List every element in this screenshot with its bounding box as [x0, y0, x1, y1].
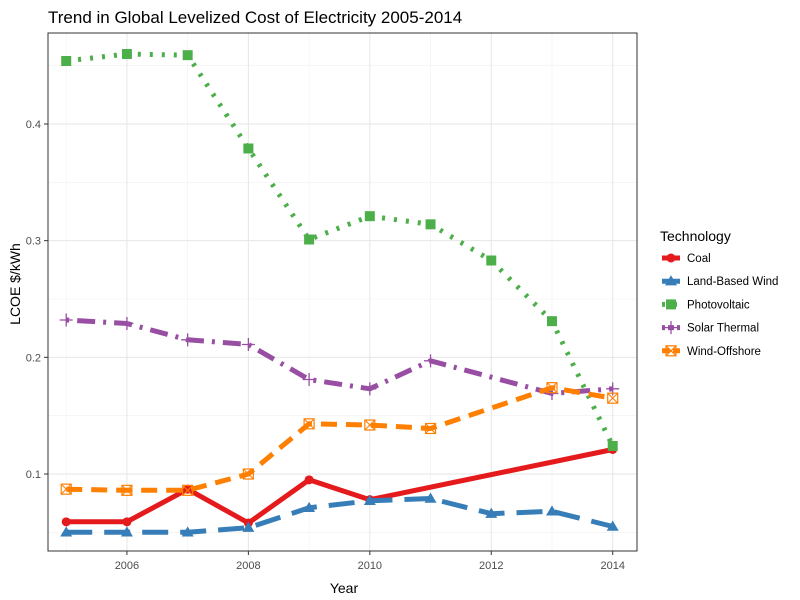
y-axis: 0.1 0.2 0.3 0.4 — [26, 119, 48, 481]
data-point — [183, 484, 193, 494]
data-point — [61, 56, 72, 66]
data-point — [182, 484, 194, 496]
legend-key-marker — [665, 275, 677, 286]
data-point — [60, 483, 72, 495]
series-line — [66, 496, 614, 535]
x-tick-label: 2012 — [479, 560, 503, 572]
data-point — [364, 211, 375, 222]
grid-major — [48, 33, 637, 551]
legend-item: Solar Thermal — [662, 321, 759, 335]
plot-border — [47, 32, 638, 552]
x-axis-title: Year — [330, 580, 359, 596]
data-point — [304, 475, 314, 485]
data-point — [364, 419, 376, 431]
legend-title: Technology — [660, 228, 731, 244]
legend-label: Photovoltaic — [687, 299, 750, 311]
plot-panel — [48, 33, 637, 551]
data-point — [424, 422, 437, 435]
data-point — [424, 492, 437, 503]
data-point — [606, 520, 619, 531]
series-wind-offshore — [60, 382, 619, 496]
chart-title: Trend in Global Levelized Cost of Electr… — [48, 8, 462, 27]
legend-item: Wind-Offshore — [662, 345, 761, 358]
data-point — [304, 234, 315, 245]
data-point — [61, 517, 71, 527]
data-point — [182, 50, 193, 61]
y-tick-label: 0.4 — [26, 119, 41, 131]
data-point — [121, 484, 133, 496]
data-point — [242, 468, 254, 480]
data-point — [424, 354, 438, 368]
data-point — [181, 333, 195, 347]
data-point — [303, 501, 316, 513]
series-layer — [59, 49, 620, 537]
data-point — [425, 423, 436, 434]
data-point — [607, 392, 619, 404]
data-point — [607, 441, 618, 451]
data-point — [60, 526, 73, 537]
legend-item: Coal — [662, 253, 711, 265]
data-point — [243, 143, 254, 154]
legend-key-marker — [665, 345, 677, 357]
data-point — [120, 526, 133, 537]
data-point — [182, 484, 194, 496]
legend-label: Solar Thermal — [687, 323, 759, 335]
data-point — [122, 517, 132, 527]
data-point — [546, 382, 558, 394]
data-point — [425, 219, 436, 230]
series-line — [66, 317, 613, 396]
y-tick-label: 0.3 — [26, 236, 41, 248]
data-point — [242, 521, 255, 532]
data-point — [181, 526, 194, 537]
data-point — [241, 338, 255, 351]
legend-key-marker — [664, 321, 678, 335]
data-point — [242, 468, 254, 480]
data-point — [607, 392, 619, 404]
data-point — [302, 373, 316, 386]
data-point — [363, 382, 377, 396]
x-tick-label: 2008 — [236, 560, 260, 572]
legend-label: Land-Based Wind — [687, 276, 778, 288]
y-axis-title: LCOE $/kWh — [7, 243, 23, 325]
data-point — [303, 418, 315, 430]
data-point — [546, 316, 557, 327]
data-point — [545, 505, 558, 516]
data-point — [546, 382, 558, 394]
legend-key-marker — [666, 253, 676, 263]
x-tick-label: 2006 — [115, 560, 139, 572]
legend-key-marker — [666, 299, 676, 310]
series-land-based-wind — [60, 492, 619, 537]
data-point — [121, 484, 133, 496]
y-tick-label: 0.2 — [26, 352, 41, 364]
series-photovoltaic — [61, 49, 618, 451]
legend-item: Land-Based Wind — [662, 275, 778, 288]
x-tick-label: 2010 — [358, 560, 382, 572]
legend-label: Wind-Offshore — [687, 346, 761, 358]
data-point — [59, 313, 73, 327]
data-point — [364, 419, 376, 431]
legend-label: Coal — [687, 253, 711, 265]
data-point — [486, 255, 497, 266]
data-point — [485, 507, 498, 518]
y-tick-label: 0.1 — [26, 469, 41, 481]
legend-key-marker — [665, 345, 677, 357]
data-point — [120, 317, 134, 330]
data-point — [60, 483, 72, 495]
data-point — [363, 494, 376, 506]
x-tick-label: 2014 — [600, 560, 624, 572]
data-point — [121, 49, 132, 59]
data-point — [303, 418, 315, 430]
legend-item: Photovoltaic — [662, 299, 750, 311]
x-axis: 2006 2008 2010 2012 2014 — [115, 551, 625, 572]
legend: Technology Coal Land-Based Wind Photovolta… — [660, 228, 778, 358]
